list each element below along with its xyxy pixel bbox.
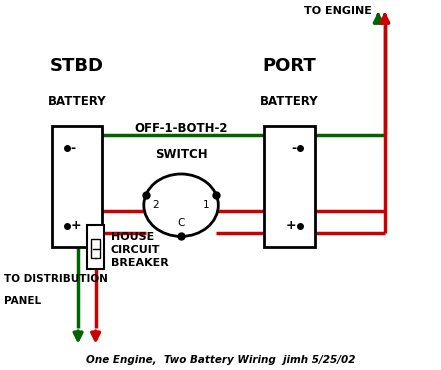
Text: PORT: PORT bbox=[263, 57, 316, 75]
Text: +: + bbox=[285, 219, 296, 232]
Text: CIRCUIT: CIRCUIT bbox=[111, 245, 160, 255]
Bar bbox=[264, 126, 315, 248]
Text: -: - bbox=[71, 142, 75, 155]
Text: BATTERY: BATTERY bbox=[48, 95, 106, 108]
Text: -: - bbox=[291, 142, 296, 155]
Bar bbox=[52, 126, 102, 248]
Bar bbox=[91, 239, 100, 258]
Text: STBD: STBD bbox=[50, 57, 104, 75]
Circle shape bbox=[144, 174, 218, 236]
Text: 1: 1 bbox=[203, 201, 210, 211]
Text: C: C bbox=[177, 218, 185, 228]
Text: 2: 2 bbox=[153, 201, 159, 211]
Text: OFF-1-BOTH-2: OFF-1-BOTH-2 bbox=[135, 122, 228, 135]
Text: PANEL: PANEL bbox=[4, 296, 41, 306]
Text: SWITCH: SWITCH bbox=[155, 148, 207, 161]
Text: BATTERY: BATTERY bbox=[260, 95, 319, 108]
Text: +: + bbox=[71, 219, 81, 232]
Text: BREAKER: BREAKER bbox=[111, 258, 168, 269]
Text: TO ENGINE: TO ENGINE bbox=[304, 6, 372, 16]
Bar bbox=[87, 225, 104, 269]
Text: TO DISTRIBUTION: TO DISTRIBUTION bbox=[4, 274, 108, 284]
Text: One Engine,  Two Battery Wiring  jimh 5/25/02: One Engine, Two Battery Wiring jimh 5/25… bbox=[86, 355, 355, 365]
Text: HOUSE: HOUSE bbox=[111, 232, 154, 242]
